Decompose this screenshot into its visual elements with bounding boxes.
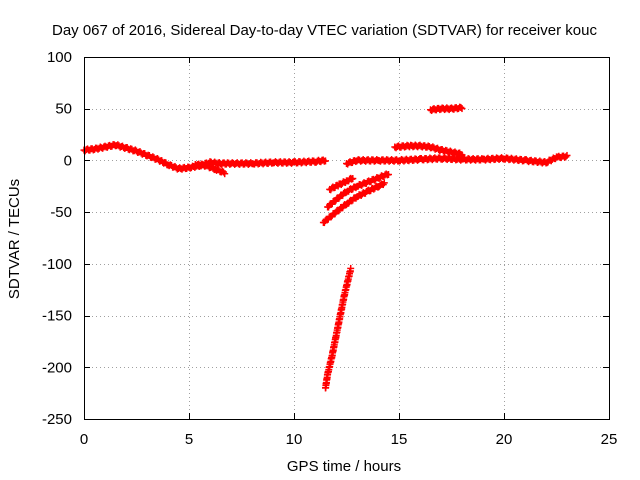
y-tick-label: -100: [42, 256, 72, 273]
y-axis-label: SDTVAR / TECUs: [6, 179, 23, 299]
data-point: [322, 157, 329, 165]
x-tick-labels: 0 5 10 15 20 25: [80, 431, 618, 448]
data-point: [563, 151, 571, 159]
plot-frame: [84, 57, 610, 420]
data-point: [562, 153, 570, 161]
data-point: [347, 264, 355, 272]
y-tick-label: 0: [64, 152, 72, 169]
x-axis-label: GPS time / hours: [287, 458, 401, 475]
x-tick-label: 20: [496, 431, 513, 448]
data-point: [380, 179, 388, 187]
y-tick-label: -50: [50, 204, 72, 221]
y-tick-labels: 100 50 0 -50 -100 -150 -200 -250: [42, 49, 72, 428]
x-tick-label: 10: [286, 431, 303, 448]
y-tick-label: -150: [42, 308, 72, 325]
x-tick-label: 25: [601, 431, 618, 448]
grid-lines: [84, 57, 609, 419]
chart-title: Day 067 of 2016, Sidereal Day-to-day VTE…: [52, 22, 597, 39]
data-points: [80, 103, 571, 392]
data-point: [221, 170, 229, 178]
data-point: [457, 103, 465, 111]
y-tick-label: 100: [47, 49, 72, 66]
data-point: [458, 151, 466, 159]
x-tick-label: 5: [185, 431, 193, 448]
data-point: [458, 105, 466, 113]
data-point: [349, 175, 357, 183]
y-tick-label: 50: [55, 101, 72, 118]
data-point: [385, 171, 392, 179]
y-tick-label: -200: [42, 359, 72, 376]
x-tick-label: 0: [80, 431, 88, 448]
y-tick-label: -250: [42, 411, 72, 428]
x-tick-label: 15: [391, 431, 408, 448]
